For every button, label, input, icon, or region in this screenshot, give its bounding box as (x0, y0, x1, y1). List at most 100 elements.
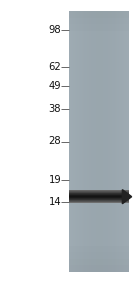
Bar (118, 11, 119, 272)
Bar (69, 220, 129, 226)
Bar (69, 18, 129, 24)
Text: 98: 98 (49, 25, 61, 35)
Bar (69, 252, 129, 259)
Bar (69, 102, 129, 109)
Bar (119, 11, 120, 272)
Bar (127, 11, 128, 272)
Bar (85, 11, 86, 272)
Bar (76, 11, 77, 272)
Bar (69, 115, 129, 122)
Bar (91, 11, 92, 272)
Bar (110, 11, 111, 272)
Bar (69, 196, 129, 197)
Bar (69, 161, 129, 168)
Bar (69, 181, 129, 187)
Bar (69, 191, 129, 192)
Bar (120, 11, 121, 272)
Bar (93, 11, 94, 272)
Bar (121, 11, 122, 272)
Bar (69, 200, 129, 207)
Bar (78, 11, 79, 272)
Bar (69, 70, 129, 76)
Bar (94, 11, 95, 272)
Bar (117, 11, 118, 272)
Bar (69, 226, 129, 233)
Bar (69, 200, 129, 201)
Bar (69, 31, 129, 37)
Bar (114, 11, 115, 272)
Bar (109, 11, 110, 272)
Bar (70, 11, 71, 272)
Bar (69, 190, 129, 191)
Bar (69, 76, 129, 83)
Bar (69, 233, 129, 239)
Bar (69, 194, 129, 200)
Bar (74, 11, 75, 272)
Bar (81, 11, 82, 272)
Bar (128, 11, 129, 272)
Bar (111, 11, 112, 272)
Bar (126, 11, 127, 272)
Bar (99, 11, 100, 272)
Bar (107, 11, 108, 272)
Bar (89, 11, 90, 272)
Bar (106, 11, 107, 272)
Bar (96, 11, 97, 272)
Bar (116, 11, 117, 272)
Text: 19: 19 (48, 175, 61, 185)
Bar (69, 50, 129, 57)
Text: 14: 14 (49, 197, 61, 207)
Bar (69, 198, 129, 199)
Bar (115, 11, 116, 272)
Bar (98, 11, 99, 272)
Bar (79, 11, 80, 272)
Bar (122, 11, 123, 272)
Bar (71, 11, 72, 272)
Bar (69, 259, 129, 265)
Bar (69, 89, 129, 96)
Bar (101, 11, 102, 272)
Bar (69, 202, 129, 203)
Bar (97, 11, 98, 272)
Bar (87, 11, 88, 272)
Text: 38: 38 (49, 104, 61, 114)
Bar (80, 11, 81, 272)
Bar (69, 207, 129, 213)
Bar (69, 199, 129, 200)
Bar (69, 213, 129, 220)
Text: 62: 62 (48, 61, 61, 72)
Bar (69, 44, 129, 50)
Bar (69, 135, 129, 142)
Bar (69, 174, 129, 181)
Bar (86, 11, 87, 272)
Bar (73, 11, 74, 272)
Bar (69, 63, 129, 70)
Bar (69, 194, 129, 195)
Bar (69, 239, 129, 246)
Bar (112, 11, 113, 272)
Bar (75, 11, 76, 272)
Bar (69, 246, 129, 252)
Bar (69, 142, 129, 148)
Bar (105, 11, 106, 272)
Bar (69, 37, 129, 44)
Bar (113, 11, 114, 272)
Bar (123, 11, 124, 272)
Bar (69, 128, 129, 135)
Bar (102, 11, 103, 272)
Bar (88, 11, 89, 272)
Bar (124, 11, 125, 272)
Bar (82, 11, 83, 272)
Bar (69, 197, 129, 198)
Bar (69, 148, 129, 155)
Bar (108, 11, 109, 272)
Bar (69, 11, 70, 272)
Text: 28: 28 (49, 136, 61, 147)
Bar (69, 109, 129, 115)
Bar (90, 11, 91, 272)
Bar (69, 122, 129, 128)
Bar (69, 57, 129, 63)
Bar (104, 11, 105, 272)
Bar (72, 11, 73, 272)
Bar (69, 265, 129, 272)
